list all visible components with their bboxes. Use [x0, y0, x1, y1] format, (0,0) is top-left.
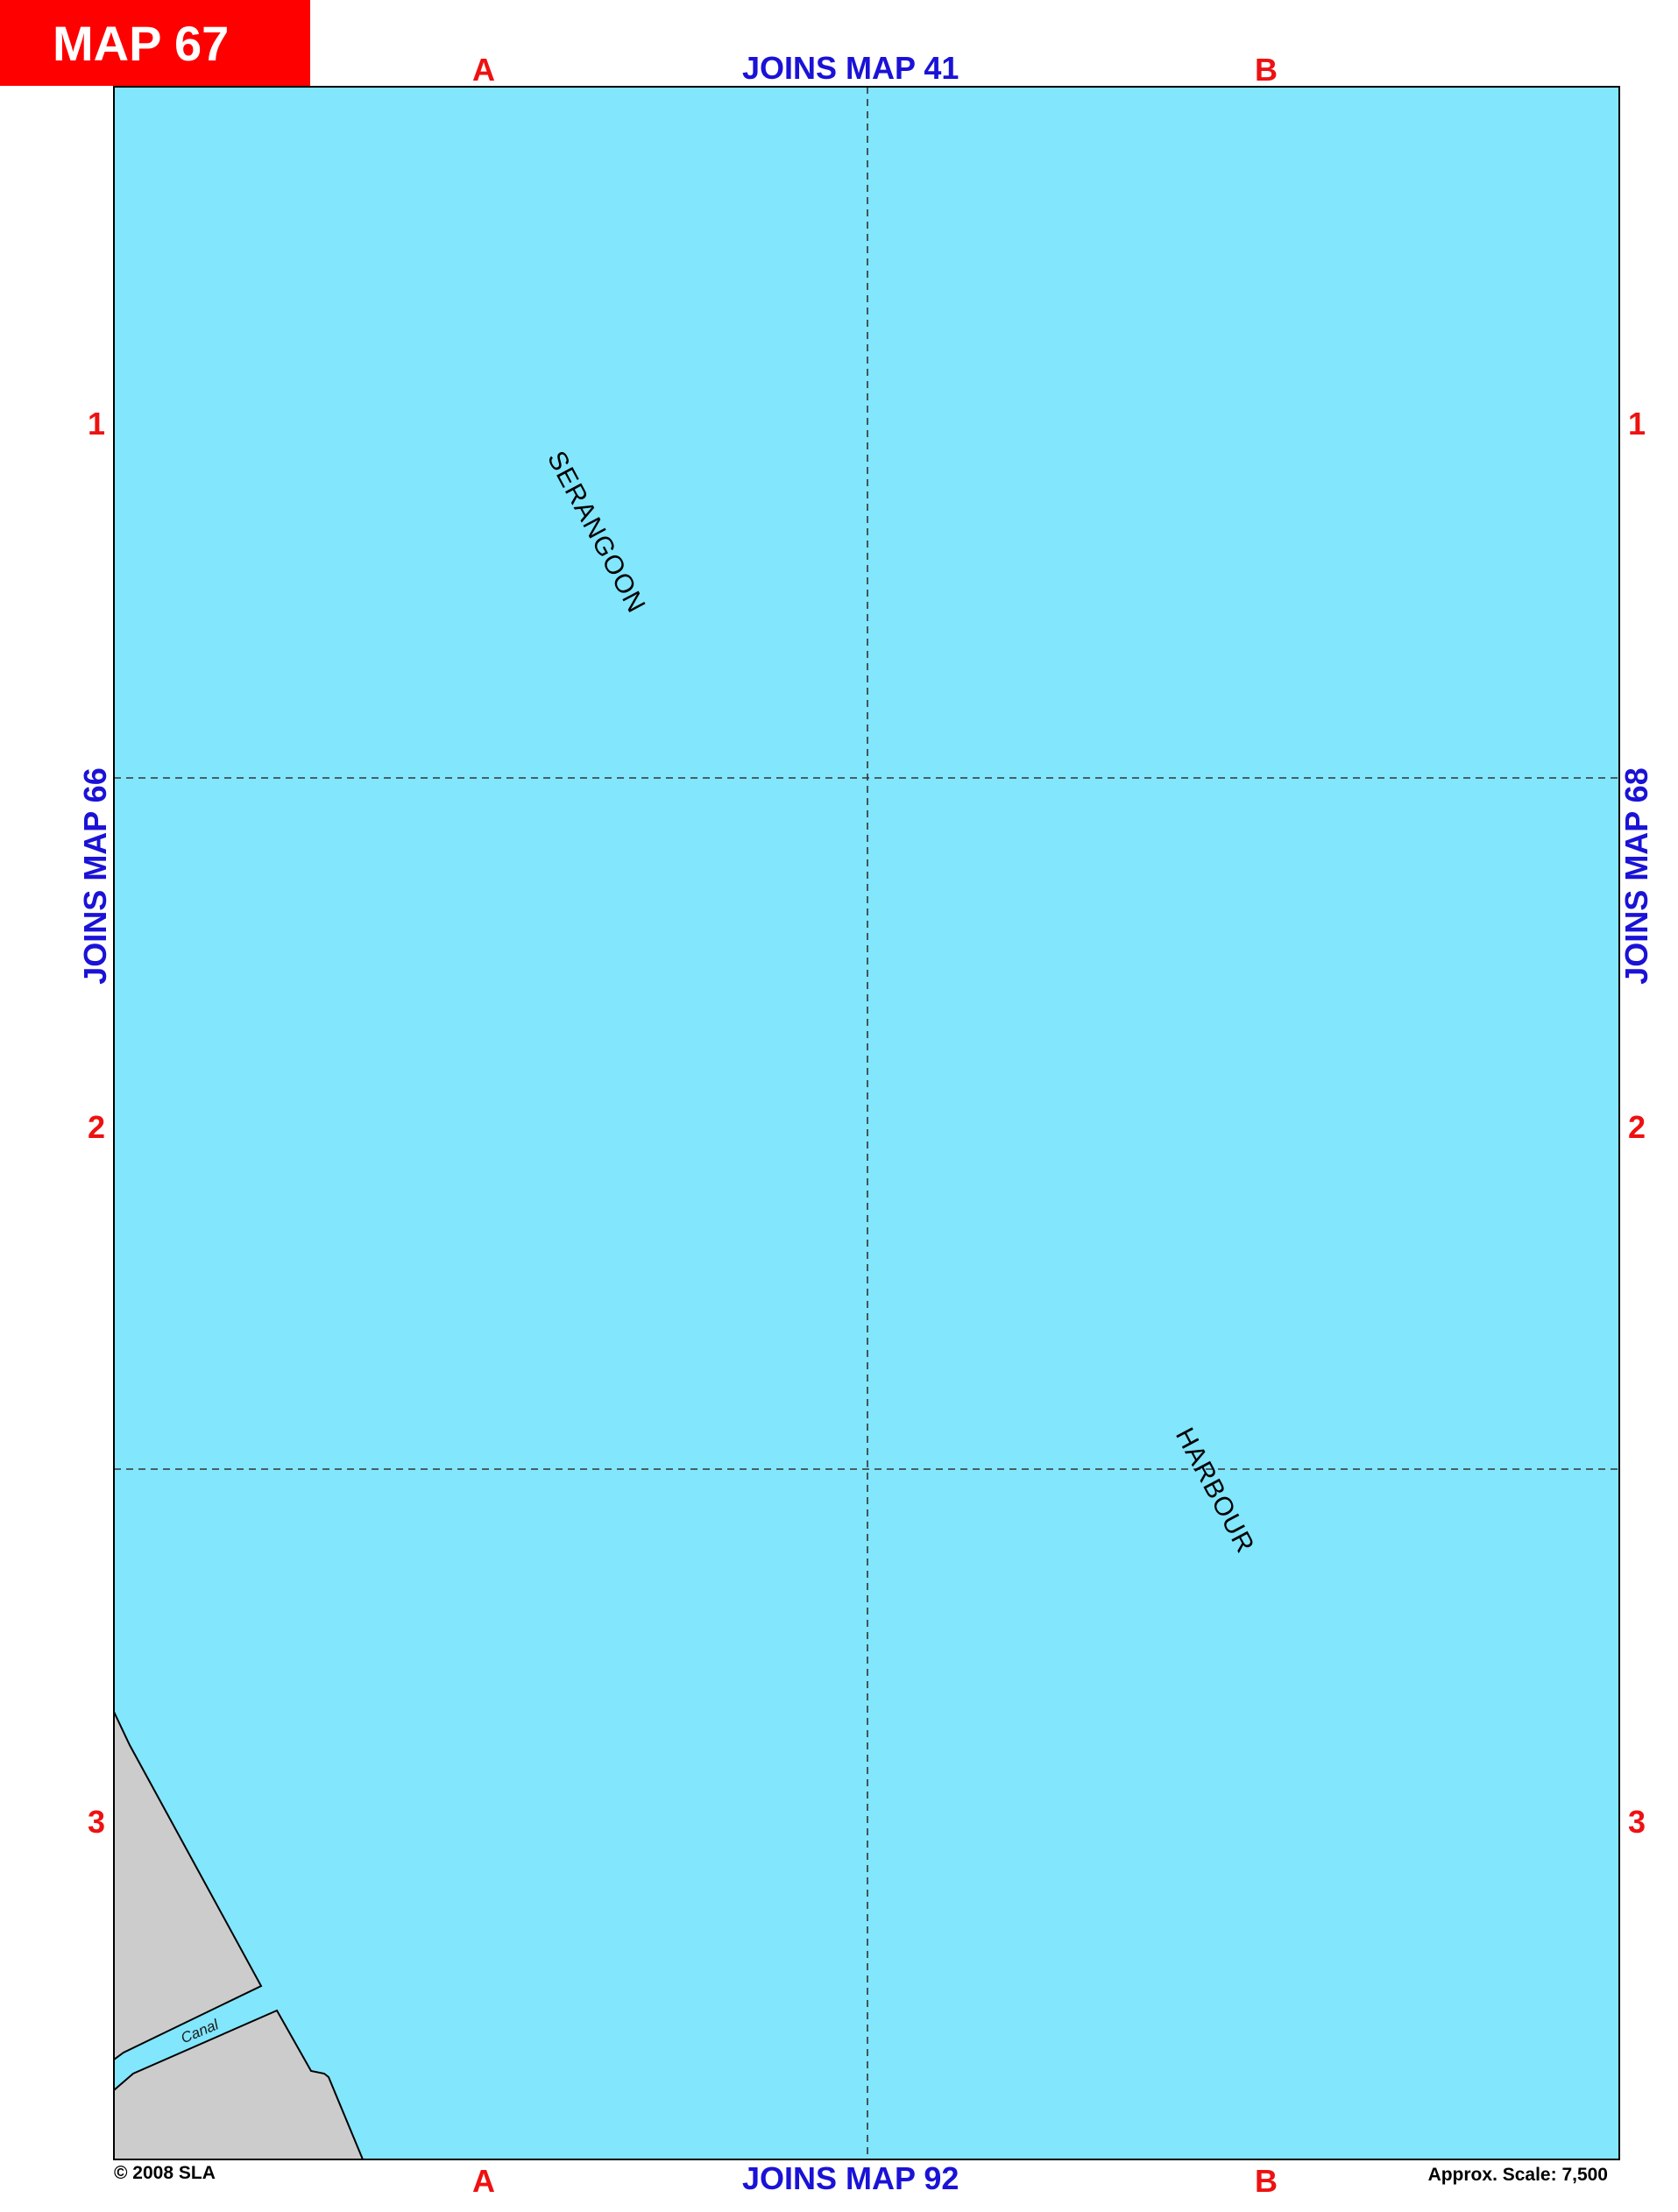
grid-row-2-right: 2: [1628, 1109, 1646, 1145]
scale-text: Approx. Scale: 7,500: [1427, 2165, 1608, 2185]
grid-row-3-left: 3: [88, 1804, 106, 1840]
grid-col-b-top: B: [1255, 52, 1278, 88]
grid-col-b-bottom: B: [1255, 2163, 1278, 2199]
grid-col-a-top: A: [472, 52, 495, 88]
grid-row-1-right: 1: [1628, 406, 1646, 442]
water-area: [114, 87, 1619, 2159]
map-border: [113, 86, 1620, 2160]
grid-row-3-right: 3: [1628, 1804, 1646, 1840]
joins-map-top: JOINS MAP 41: [742, 50, 959, 86]
grid-row-1-left: 1: [88, 406, 106, 442]
map-title-tab: [0, 0, 310, 86]
map-title: MAP 67: [53, 16, 230, 71]
grid-row-2-left: 2: [88, 1109, 106, 1145]
grid-col-a-bottom: A: [472, 2163, 495, 2199]
copyright-text: © 2008 SLA: [114, 2163, 216, 2183]
joins-map-right: JOINS MAP 68: [1618, 767, 1654, 985]
joins-map-bottom: JOINS MAP 92: [742, 2160, 959, 2196]
joins-map-left: JOINS MAP 66: [77, 767, 113, 985]
